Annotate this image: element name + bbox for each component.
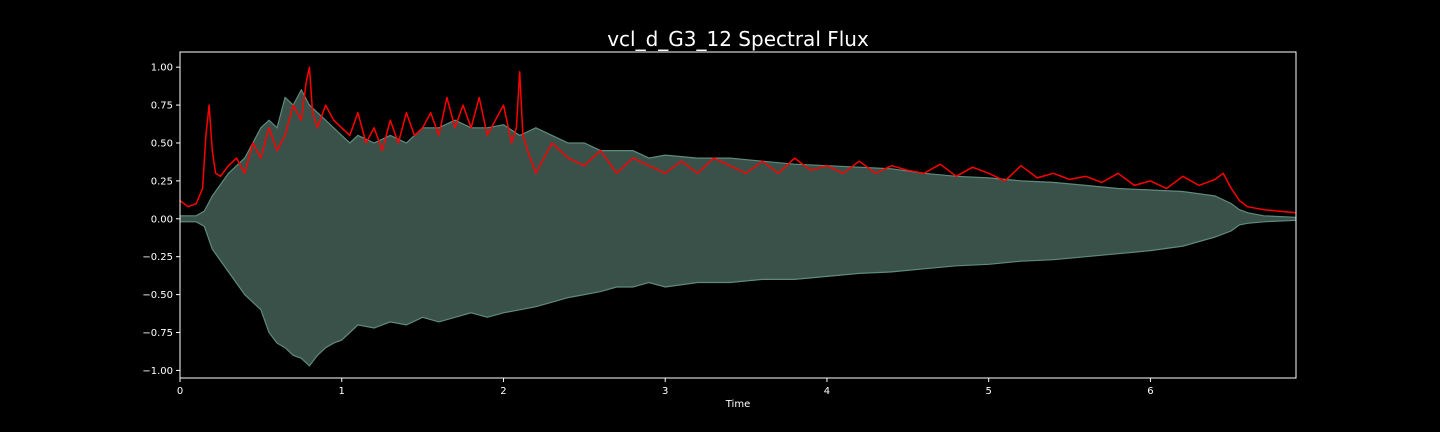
y-tick-label: −0.75 bbox=[142, 328, 173, 339]
x-tick-label: 1 bbox=[339, 386, 345, 397]
x-tick-label: 6 bbox=[1147, 386, 1153, 397]
axes-frame bbox=[179, 51, 1297, 379]
y-tick-label: 1.00 bbox=[151, 63, 173, 74]
y-tick-label: −0.50 bbox=[142, 290, 173, 301]
spectral-flux-line bbox=[180, 66, 1296, 214]
x-tick-label: 3 bbox=[662, 386, 668, 397]
x-tick-label: 2 bbox=[500, 386, 506, 397]
y-tick-label: −1.00 bbox=[142, 366, 173, 377]
x-axis: 0 1 2 3 4 5 6 bbox=[177, 378, 1154, 397]
x-tick-label: 5 bbox=[986, 386, 992, 397]
x-tick-label: 4 bbox=[824, 386, 830, 397]
y-tick-label: −0.25 bbox=[142, 252, 173, 263]
x-axis-label: Time bbox=[725, 399, 750, 410]
y-axis: −1.00 −0.75 −0.50 −0.25 0.00 0.25 0.50 0.75 1.00 bbox=[142, 63, 180, 377]
y-tick-label: 0.50 bbox=[151, 138, 173, 149]
y-tick-label: 0.75 bbox=[151, 101, 173, 112]
plot-area bbox=[180, 66, 1296, 367]
x-tick-label: 0 bbox=[177, 386, 183, 397]
y-tick-label: 0.00 bbox=[151, 214, 173, 225]
chart-title: vcl_d_G3_12 Spectral Flux bbox=[607, 27, 869, 51]
waveform-envelope bbox=[180, 88, 1296, 367]
y-tick-label: 0.25 bbox=[151, 176, 173, 187]
